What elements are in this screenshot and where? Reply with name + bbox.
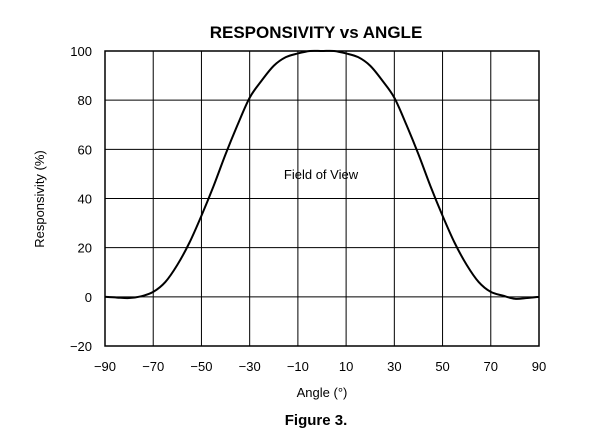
x-tick-label: 70	[484, 359, 498, 374]
y-tick-labels: −20 0 20 40 60 80 100	[70, 44, 92, 354]
x-tick-label: −70	[142, 359, 164, 374]
x-tick-label: 10	[339, 359, 353, 374]
x-tick-label: 30	[387, 359, 401, 374]
y-tick-label: 80	[78, 93, 92, 108]
x-tick-label: −10	[287, 359, 309, 374]
y-tick-label: 20	[78, 241, 92, 256]
y-tick-label: 40	[78, 192, 92, 207]
plot-frame	[104, 50, 540, 347]
grid	[104, 50, 540, 347]
x-tick-label: 90	[532, 359, 546, 374]
x-tick-label: 50	[435, 359, 449, 374]
x-tick-label: −50	[190, 359, 212, 374]
y-tick-label: 60	[78, 142, 92, 157]
figure-caption: Figure 3.	[285, 412, 348, 429]
y-tick-label: −20	[70, 339, 92, 354]
x-tick-labels: −90 −70 −50 −30 −10 10 30 50 70 90	[94, 359, 546, 374]
x-axis-label: Angle (°)	[297, 385, 348, 400]
x-tick-label: −30	[239, 359, 261, 374]
y-tick-label: 100	[70, 44, 92, 59]
chart-title: RESPONSIVITY vs ANGLE	[210, 23, 423, 42]
y-tick-label: 0	[85, 290, 92, 305]
field-of-view-annotation: Field of View	[284, 167, 359, 182]
y-axis-label: Responsivity (%)	[32, 150, 47, 248]
x-tick-label: −90	[94, 359, 116, 374]
